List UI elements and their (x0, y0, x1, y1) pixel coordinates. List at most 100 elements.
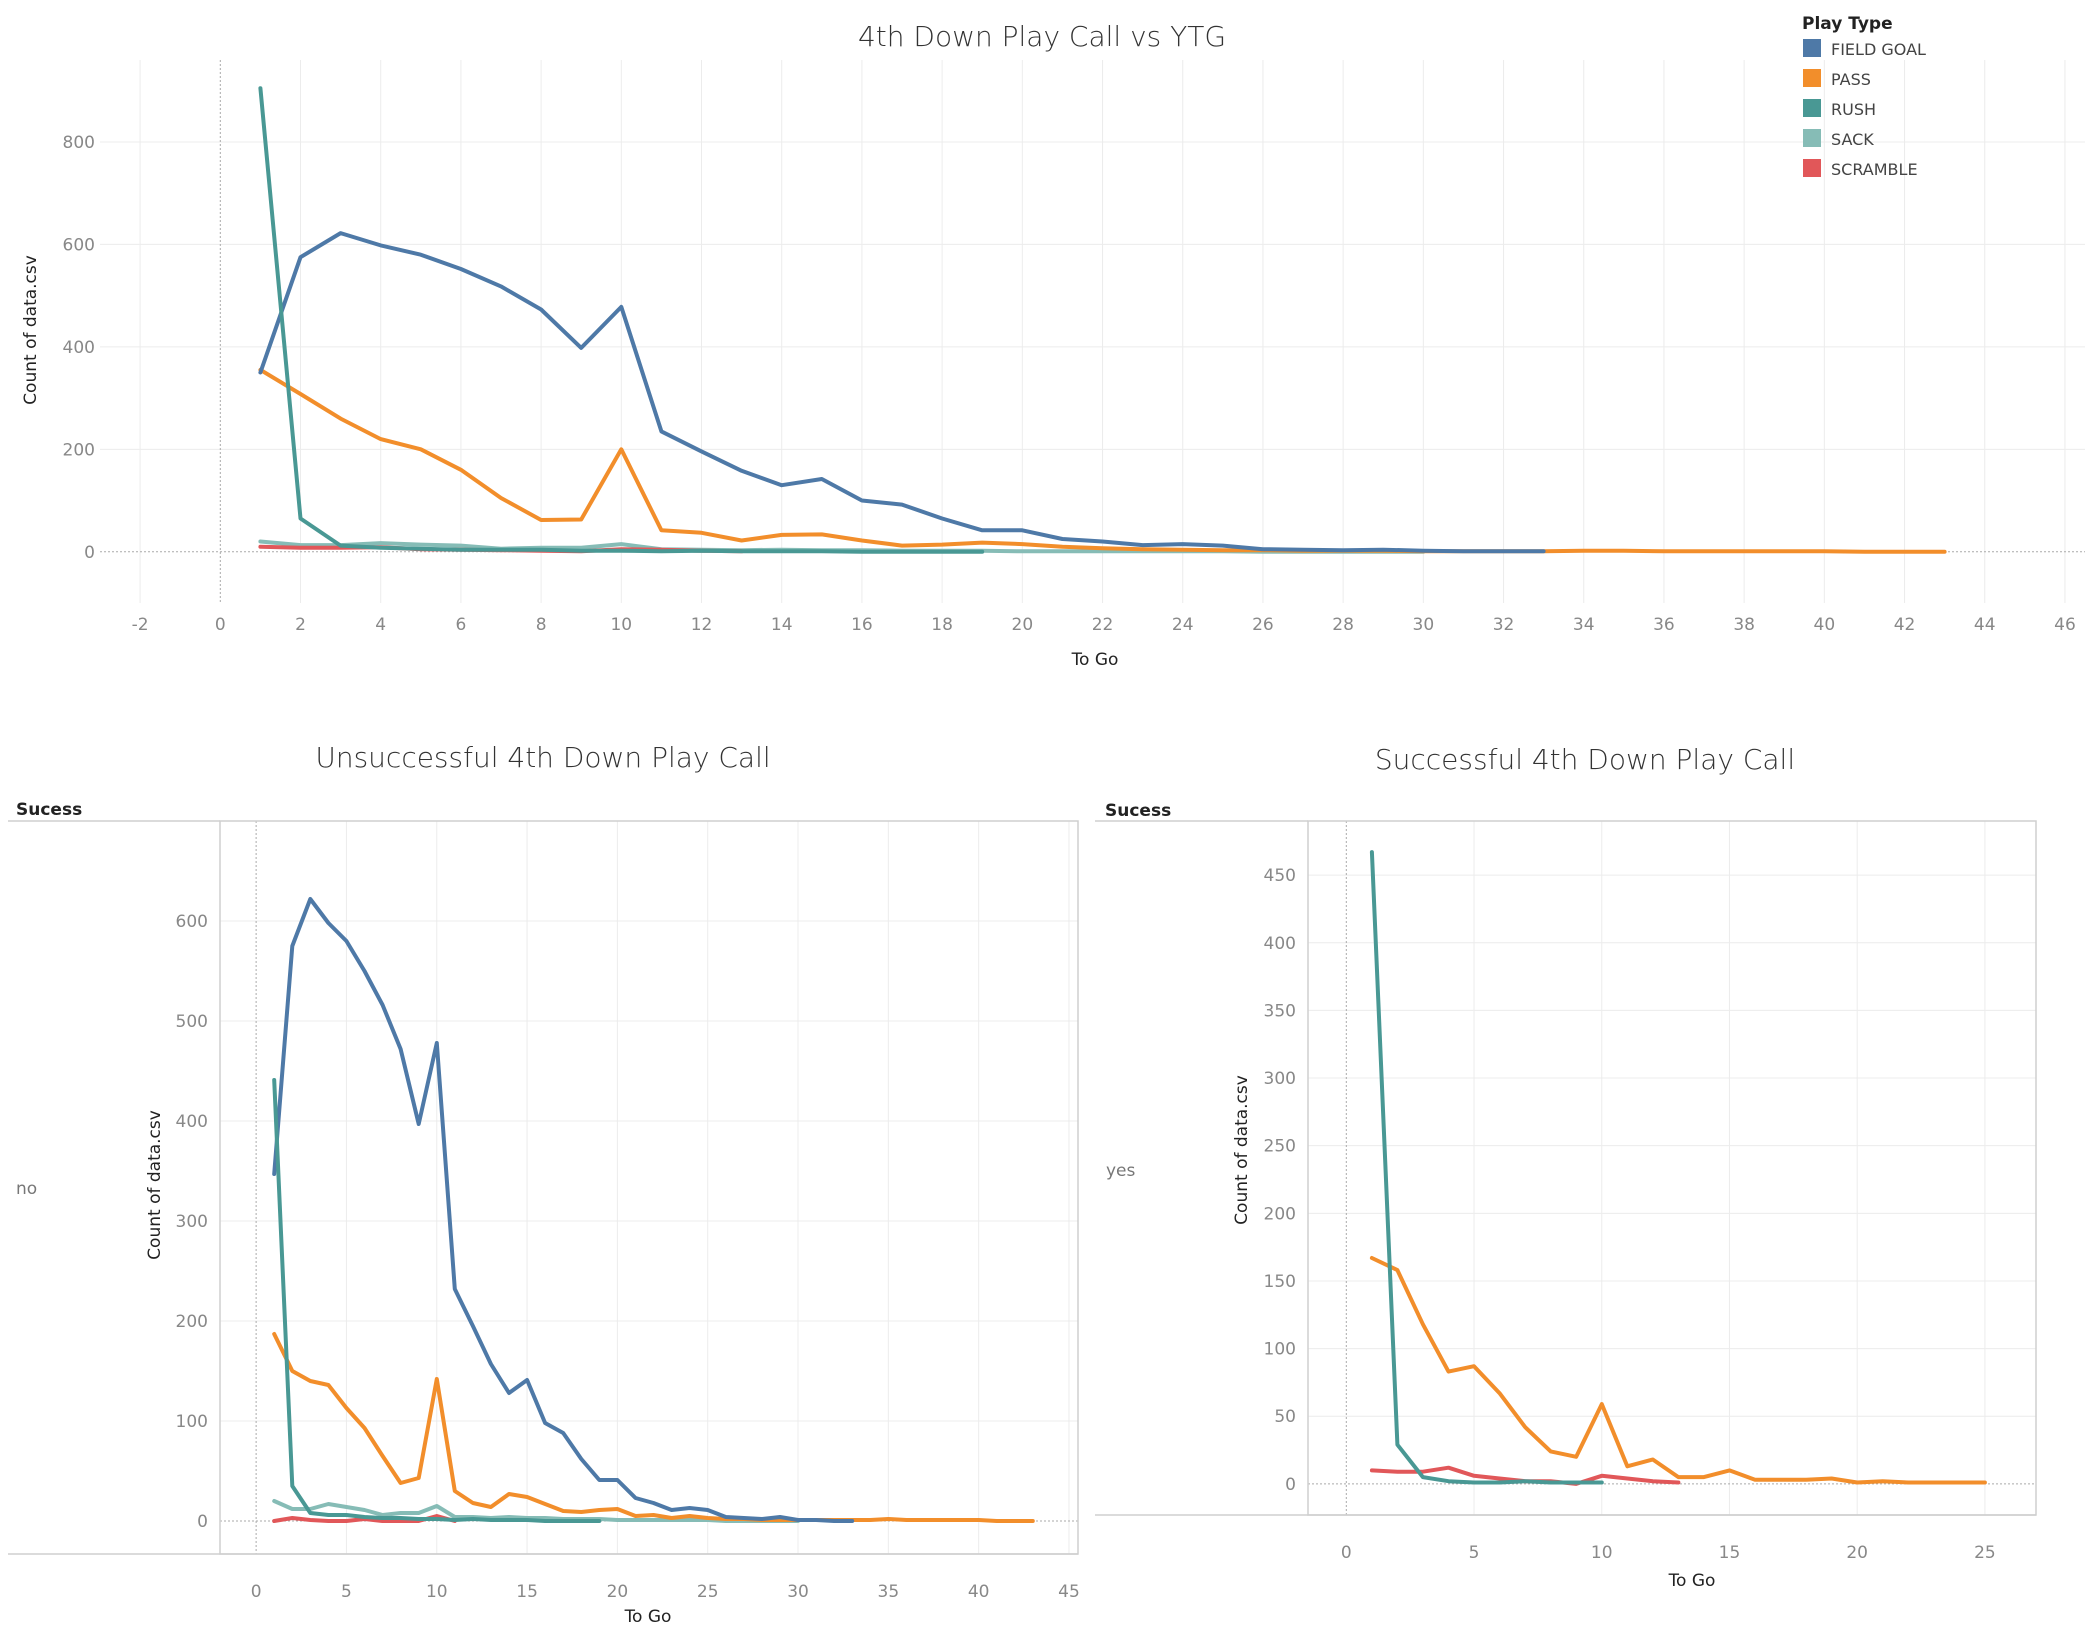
x-tick-label: 34 (1573, 615, 1595, 635)
series-line-pass[interactable] (258, 367, 1947, 554)
x-tick-label: 14 (771, 615, 793, 635)
y-tick-label: 600 (176, 912, 208, 932)
row-value: yes (1106, 1161, 1136, 1181)
y-tick-label: 150 (1264, 1272, 1296, 1292)
legend: Play Type FIELD GOAL PASS RUSH SACK SCRAMBLE (1802, 14, 1926, 179)
y-tick-label: 0 (84, 543, 95, 563)
grid (8, 820, 1079, 1555)
y-tick-labels: 0 50 100 150 200 250 300 350 400 450 (1264, 866, 1296, 1495)
y-tick-label: 350 (1264, 1001, 1296, 1021)
x-tick-label: 20 (1846, 1543, 1868, 1563)
legend-swatch (1803, 129, 1821, 147)
series-line-field-goal[interactable] (272, 897, 855, 1523)
y-tick-labels: 0 100 200 300 400 500 600 (176, 912, 208, 1532)
y-tick-label: 400 (176, 1112, 208, 1132)
legend-item-label[interactable]: PASS (1831, 70, 1871, 89)
series-line-rush[interactable] (258, 86, 985, 554)
legend-swatch (1803, 69, 1821, 87)
x-tick-label: 12 (691, 615, 713, 635)
x-tick-label: 5 (1469, 1543, 1480, 1563)
x-tick-label: 25 (1974, 1543, 1996, 1563)
series-layer (258, 86, 1947, 554)
x-tick-label: 10 (426, 1582, 448, 1602)
x-tick-label: 36 (1653, 615, 1675, 635)
x-tick-label: 44 (1974, 615, 1996, 635)
x-tick-label: 30 (787, 1582, 809, 1602)
y-tick-label: 200 (63, 440, 95, 460)
y-tick-labels: 0 200 400 600 800 (63, 133, 95, 563)
x-axis-label: To Go (624, 1607, 672, 1627)
y-tick-label: 100 (1264, 1340, 1296, 1360)
y-tick-label: 50 (1274, 1407, 1296, 1427)
legend-item-label[interactable]: RUSH (1831, 100, 1876, 119)
x-tick-label: 18 (931, 615, 953, 635)
x-tick-label: 40 (1814, 615, 1836, 635)
legend-title: Play Type (1802, 14, 1893, 34)
x-tick-labels: -2 0 2 4 6 8 10 12 14 16 18 20 22 24 26 28 30 32 34 36 38 40 4… (132, 615, 2076, 635)
legend-item-label[interactable]: SCRAMBLE (1831, 160, 1918, 179)
series-line-field-goal[interactable] (258, 231, 1546, 554)
x-tick-label: 28 (1332, 615, 1354, 635)
ytg-chart: 4th Down Play Call vs YTG -2 0 2 4 6 8 10 12 14 1… (21, 20, 2085, 670)
x-tick-label: 16 (851, 615, 873, 635)
chart-title: 4th Down Play Call vs YTG (858, 20, 1226, 53)
x-tick-label: 6 (455, 615, 466, 635)
x-tick-label: 25 (697, 1582, 719, 1602)
x-tick-label: 20 (607, 1582, 629, 1602)
x-axis-label: To Go (1071, 650, 1119, 670)
series-layer (272, 897, 1035, 1523)
y-tick-label: 250 (1264, 1137, 1296, 1157)
x-axis-label: To Go (1668, 1571, 1716, 1591)
x-tick-label: 42 (1894, 615, 1916, 635)
x-tick-label: 8 (536, 615, 547, 635)
x-tick-label: 30 (1413, 615, 1435, 635)
row-value: no (16, 1179, 37, 1199)
x-tick-label: 24 (1172, 615, 1194, 635)
y-axis-label: Count of data.csv (145, 1110, 165, 1260)
y-tick-label: 200 (1264, 1204, 1296, 1224)
y-tick-label: 0 (1285, 1475, 1296, 1495)
y-axis-label: Count of data.csv (1232, 1075, 1252, 1225)
x-tick-label: 2 (295, 615, 306, 635)
row-header: Sucess (16, 800, 82, 820)
y-tick-label: 200 (176, 1312, 208, 1332)
grid (1095, 820, 2037, 1516)
x-tick-label: 10 (610, 615, 632, 635)
series-line-rush[interactable] (272, 1078, 602, 1523)
legend-item-label[interactable]: FIELD GOAL (1831, 40, 1926, 59)
y-tick-label: 400 (63, 338, 95, 358)
y-tick-label: 0 (197, 1512, 208, 1532)
x-tick-label: 26 (1252, 615, 1274, 635)
successful-chart: Successful 4th Down Play Call Sucess yes… (1095, 743, 2037, 1591)
x-tick-label: 35 (878, 1582, 900, 1602)
y-tick-label: 500 (176, 1012, 208, 1032)
x-tick-label: 5 (341, 1582, 352, 1602)
legend-item-label[interactable]: SACK (1831, 130, 1874, 149)
y-tick-label: 400 (1264, 934, 1296, 954)
series-line-pass[interactable] (1369, 1256, 1987, 1485)
x-tick-label: 38 (1733, 615, 1755, 635)
row-header: Sucess (1105, 801, 1171, 821)
x-tick-label: 0 (251, 1582, 262, 1602)
y-tick-label: 450 (1264, 866, 1296, 886)
y-tick-label: 300 (176, 1212, 208, 1232)
y-tick-label: 600 (63, 235, 95, 255)
x-tick-label: 45 (1058, 1582, 1080, 1602)
series-line-rush[interactable] (1369, 850, 1604, 1485)
grid (100, 60, 2085, 603)
x-tick-label: 4 (375, 615, 386, 635)
y-tick-label: 100 (176, 1412, 208, 1432)
chart-title: Unsuccessful 4th Down Play Call (315, 741, 770, 774)
x-tick-label: 22 (1092, 615, 1114, 635)
legend-swatch (1803, 99, 1821, 117)
legend-swatch (1803, 39, 1821, 57)
x-tick-label: -2 (132, 615, 149, 635)
unsuccessful-chart: Unsuccessful 4th Down Play Call Sucess n… (8, 741, 1080, 1627)
x-tick-label: 10 (1591, 1543, 1613, 1563)
y-tick-label: 300 (1264, 1069, 1296, 1089)
x-tick-label: 32 (1493, 615, 1515, 635)
plot-frame (219, 820, 1079, 1555)
series-line-pass[interactable] (272, 1332, 1035, 1523)
x-tick-label: 46 (2054, 615, 2076, 635)
